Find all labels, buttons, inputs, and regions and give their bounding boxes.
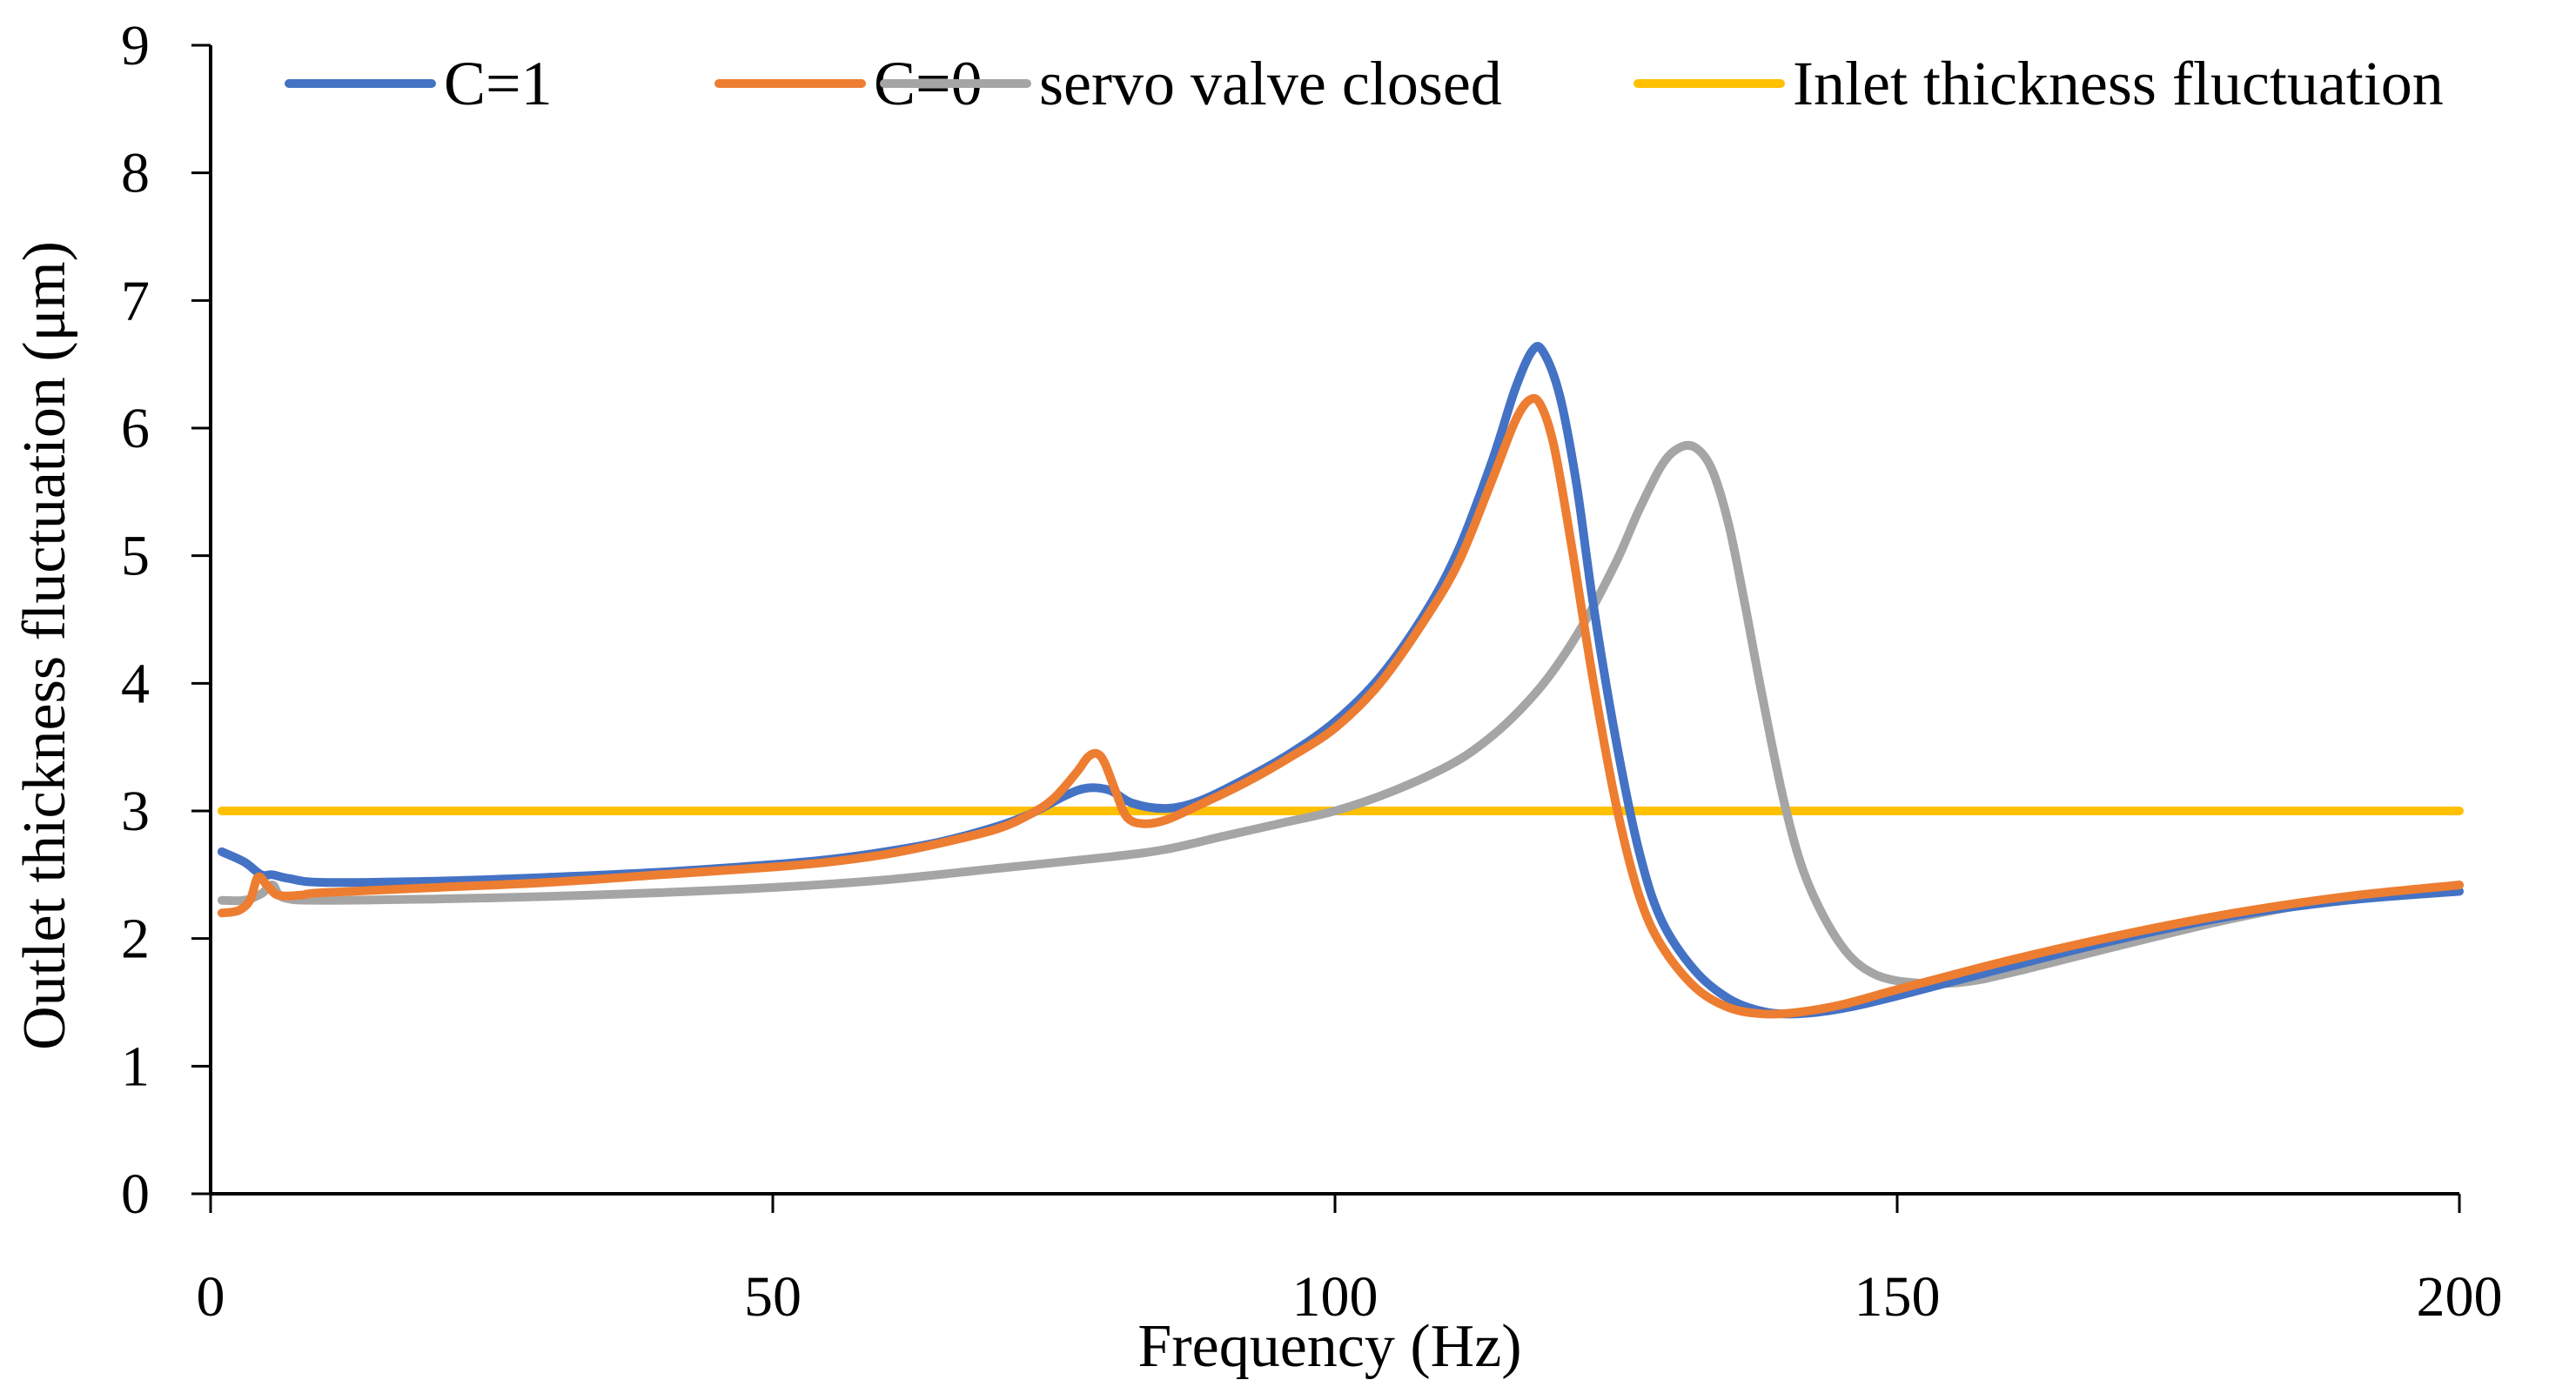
y-tick-label: 2 [121,908,150,971]
y-tick-label: 6 [121,397,150,460]
y-tick-label: 1 [121,1035,150,1098]
x-tick-label: 50 [744,1265,802,1329]
axes: 0 1 2 3 4 5 6 7 8 9 0 50 100 150 200 [121,14,2503,1329]
y-tick-label: 4 [121,652,150,715]
x-tick-label: 200 [2417,1265,2503,1329]
legend-item-inlet-thickness-fluctuation: Inlet thickness fluctuation [1633,49,2444,118]
x-tick-label: 100 [1292,1265,1379,1329]
y-tick-label: 0 [121,1162,150,1226]
series-line-servo-valve-closed [217,440,2464,988]
x-tick-label: 0 [197,1265,225,1329]
legend-label: servo valve closed [1039,49,1502,118]
y-axis-title: Outlet thickness fluctuation (μm) [11,241,78,1050]
legend-label: Inlet thickness fluctuation [1793,49,2444,118]
series-line-c-0 [217,393,2464,1019]
x-axis-title: Frequency (Hz) [1137,1313,1521,1380]
x-tick-label: 150 [1855,1265,1941,1329]
legend-item-c-1: C=1 [285,49,553,118]
y-tick-label: 7 [121,269,150,332]
legend-item-servo-valve-closed: servo valve closed [880,49,1502,118]
y-tick-label: 5 [121,525,150,588]
series-line-c-1 [217,342,2464,1019]
plot-series [217,342,2464,1019]
legend: C=1 C=0 servo valve closed Inlet thickness … [285,49,2444,118]
y-tick-label: 3 [121,780,150,843]
y-tick-label: 8 [121,142,150,205]
legend-label: C=1 [444,49,553,118]
y-tick-label: 9 [121,14,150,77]
